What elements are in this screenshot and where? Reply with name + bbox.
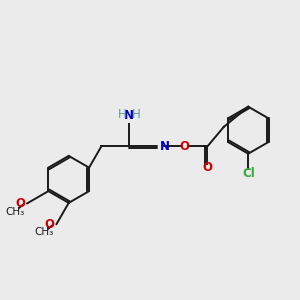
Text: O: O [16,197,26,210]
Text: N: N [124,109,134,122]
Text: H: H [118,108,126,121]
Text: Cl: Cl [242,167,255,180]
Text: O: O [180,140,190,153]
Text: CH₃: CH₃ [5,206,24,217]
Text: N: N [160,140,170,153]
Text: H: H [132,108,141,121]
Text: O: O [45,218,55,231]
Text: O: O [202,161,212,174]
Text: CH₃: CH₃ [34,227,54,237]
